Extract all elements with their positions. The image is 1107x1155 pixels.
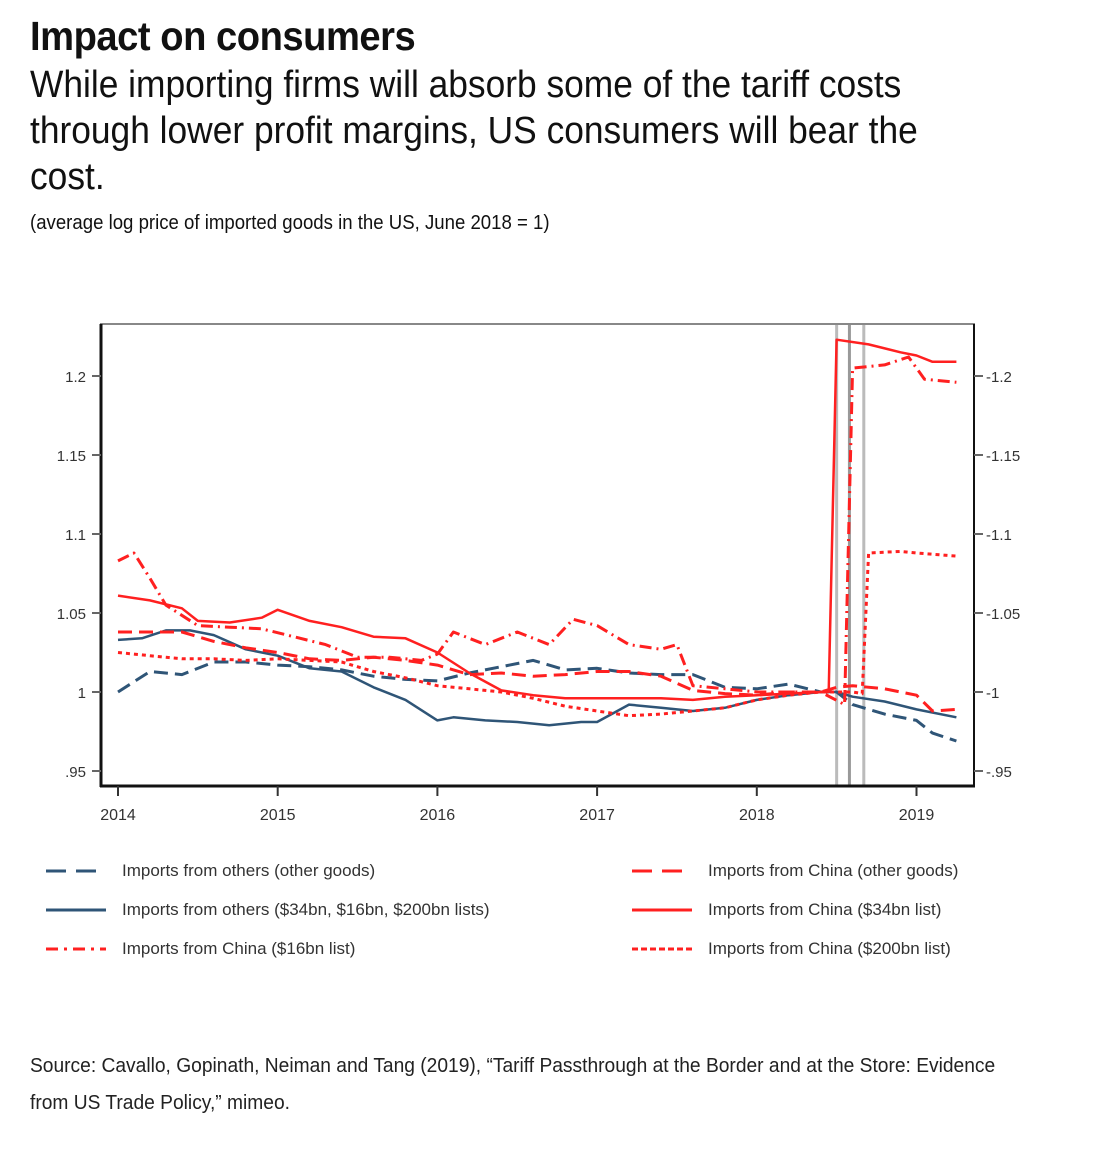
legend-label: Imports from others ($34bn, $16bn, $200b…	[122, 900, 490, 919]
y-tick-label-right: -1.1	[986, 527, 1012, 544]
legend-label: Imports from China ($16bn list)	[122, 939, 356, 958]
legend-item: Imports from others (other goods)	[46, 858, 375, 884]
chart-subtitle: While importing firms will absorb some o…	[30, 64, 918, 198]
legend-swatch	[632, 869, 692, 873]
y-tick-label-right: -1.2	[986, 369, 1012, 386]
legend-label: Imports from China (other goods)	[708, 861, 959, 880]
x-axis-ticks: 2014 2015 2016 2017 2018 2019	[100, 786, 934, 824]
legend-swatch	[46, 947, 106, 951]
legend-label: Imports from China ($34bn list)	[708, 900, 942, 919]
legend-item: Imports from China (other goods)	[632, 858, 958, 884]
y-tick-label-left: 1.15	[57, 448, 86, 465]
y-tick-label-left: 1.1	[65, 527, 86, 544]
legend-label: Imports from others (other goods)	[122, 861, 376, 880]
x-tick-label: 2018	[739, 807, 775, 824]
tariff-event-lines	[835, 324, 866, 786]
y-tick-label-left: 1.05	[57, 606, 86, 623]
y-tick-label-right: -1.05	[986, 606, 1020, 623]
legend-swatch	[632, 908, 692, 912]
legend-swatch	[46, 869, 106, 873]
legend-item: Imports from others ($34bn, $16bn, $200b…	[46, 897, 490, 923]
chart-units-note: (average log price of imported goods in …	[30, 212, 550, 234]
plot-frame	[100, 323, 975, 787]
y-tick-label-left: .95	[65, 764, 86, 781]
legend-label: Imports from China ($200bn list)	[708, 939, 951, 958]
x-tick-label: 2016	[420, 807, 456, 824]
series-line-1: Imports from others (other goods)	[117, 658, 957, 743]
x-tick-label: 2014	[100, 807, 136, 824]
series-line-4: Imports from China ($34bn list)	[117, 338, 957, 702]
y-axis-ticks: .95 -.95 1 -1 1.05 -1.05 1.1 -1.1 1.15 -1.15 1.2 -1…	[57, 369, 1020, 781]
x-tick-label: 2019	[899, 807, 935, 824]
legend-swatch	[632, 947, 692, 951]
legend-item: Imports from China ($16bn list)	[46, 936, 355, 962]
line-chart: Imports from others (other goods)Imports…	[57, 323, 1020, 824]
series-line-6: Imports from China ($200bn list)	[117, 549, 957, 718]
y-tick-label-left: 1.2	[65, 369, 86, 386]
series-group: Imports from others (other goods)Imports…	[117, 338, 957, 743]
x-tick-label: 2017	[579, 807, 615, 824]
source-note: Source: Cavallo, Gopinath, Neiman and Ta…	[30, 1055, 996, 1114]
y-tick-label-left: 1	[78, 685, 86, 702]
legend-item: Imports from China ($200bn list)	[632, 936, 951, 962]
legend-swatch	[46, 908, 106, 912]
series-line-3: Imports from China (other goods)	[118, 630, 957, 713]
y-tick-label-right: -.95	[986, 764, 1012, 781]
x-tick-label: 2015	[260, 807, 296, 824]
y-tick-label-right: -1	[986, 685, 999, 702]
y-tick-label-right: -1.15	[986, 448, 1020, 465]
chart-title: Impact on consumers	[30, 13, 416, 59]
legend-item: Imports from China ($34bn list)	[632, 897, 941, 923]
